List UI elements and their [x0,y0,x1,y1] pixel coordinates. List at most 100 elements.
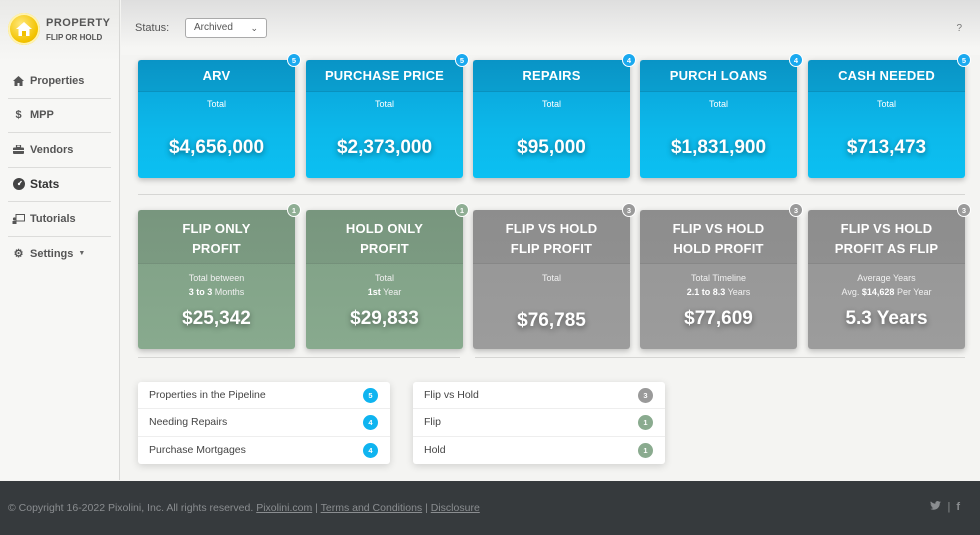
purch-loans-card[interactable]: PURCH LOANS Total $1,831,900 4 [640,53,803,178]
card-title-line2: PROFIT [192,241,241,256]
card-subtitle: Total [541,273,561,283]
house-logo-icon [8,13,40,45]
card-title: PURCHASE PRICE [306,60,463,92]
sidebar-item-label: Stats [30,177,60,192]
count-badge: 1 [638,414,653,430]
card-title-line2: HOLD PROFIT [673,241,764,256]
topbar: Status: Archived ⌄ ? [121,0,980,55]
status-label: Status: [135,22,170,34]
separator: | [425,502,428,514]
card-value: $1,831,900 [670,137,767,158]
card-value: $76,785 [517,310,586,331]
card-subtitle: Average Years [857,273,916,283]
home-icon [12,75,25,86]
card-subtitle-pre: Avg. [841,287,862,297]
card-subtitle: Total [708,99,728,109]
list-item-needing-repairs[interactable]: Needing Repairs 4 [138,409,390,437]
sidebar-item-vendors[interactable]: Vendors [8,133,111,168]
card-title-line1: FLIP VS HOLD [672,221,765,236]
card-value: $2,373,000 [336,137,433,158]
list-item-flip[interactable]: Flip 1 [413,409,665,437]
list-item-label: Hold [424,444,446,457]
brand[interactable]: PROPERTY FLIP OR HOLD [0,0,119,58]
card-value: $29,833 [350,308,419,329]
card-subtitle-rest: Per Year [894,287,932,297]
social-links: | f [930,501,960,513]
separator: | [315,502,318,514]
count-badge: 5 [957,53,971,67]
caret-down-icon: ▼ [78,250,86,258]
dashboard-gauge-icon [12,178,25,191]
list-item-flip-vs-hold[interactable]: Flip vs Hold 3 [413,382,665,410]
pixolini-link[interactable]: Pixolini.com [256,502,313,514]
chalkboard-teacher-icon [12,213,25,224]
card-value: $77,609 [684,308,753,329]
pipeline-list: Properties in the Pipeline 5 Needing Rep… [138,382,390,464]
count-badge: 4 [622,53,636,67]
card-subtitle: Total [876,99,896,109]
card-title-line2: FLIP PROFIT [510,241,593,256]
list-item-pipeline[interactable]: Properties in the Pipeline 5 [138,382,390,410]
card-subtitle: Total [206,99,226,109]
sidebar-item-label: Settings [30,247,74,260]
status-select[interactable]: Archived ⌄ [185,18,267,38]
card-subtitle: Total [374,273,394,283]
hold-only-profit-card[interactable]: HOLD ONLY PROFIT Total 1st Year $29,833 1 [306,203,469,349]
sidebar-item-stats[interactable]: Stats [8,168,111,202]
count-badge: 4 [363,442,378,458]
list-item-label: Flip [424,416,441,429]
count-badge: 1 [455,203,469,217]
card-subtitle-bold: 3 to 3 [188,287,213,297]
terms-link[interactable]: Terms and Conditions [320,502,423,514]
card-title-line1: FLIP ONLY [182,221,251,236]
card-title: REPAIRS [473,60,630,92]
list-item-purchase-mortgages[interactable]: Purchase Mortgages 4 [138,437,390,464]
purchase-price-card[interactable]: PURCHASE PRICE Total $2,373,000 5 [306,53,469,178]
sidebar-item-label: Tutorials [30,212,76,225]
count-badge: 5 [287,53,301,67]
brand-title: PROPERTY [46,16,111,29]
sidebar-item-settings[interactable]: ⚙ Settings ▼ [8,237,111,272]
card-subtitle-rest: Year [380,287,402,297]
help-button[interactable]: ? [956,23,962,34]
card-value: $95,000 [517,137,586,158]
card-subtitle-bold: 1st [367,287,381,297]
sidebar-item-mpp[interactable]: $ MPP [8,99,111,133]
card-title-line2: PROFIT [360,241,409,256]
list-item-hold[interactable]: Hold 1 [413,437,665,464]
flip-only-profit-card[interactable]: FLIP ONLY PROFIT Total between 3 to 3 Mont… [138,203,301,349]
count-badge: 5 [363,387,378,403]
chevron-down-icon: ⌄ [250,23,258,33]
brand-subtitle: FLIP OR HOLD [46,32,103,42]
card-subtitle-rest: Years [725,287,751,297]
count-badge: 4 [363,414,378,430]
card-value: 5.3 Years [845,308,928,329]
count-badge: 1 [287,203,301,217]
count-badge: 3 [622,203,636,217]
twitter-icon[interactable] [930,501,942,513]
flip-vs-hold-hold-profit-card[interactable]: FLIP VS HOLD HOLD PROFIT Total Timeline 2.… [640,203,803,349]
disclosure-link[interactable]: Disclosure [430,502,480,514]
card-title: PURCH LOANS [640,60,797,92]
flip-vs-hold-flip-profit-card[interactable]: FLIP VS HOLD FLIP PROFIT Total $76,785 3 [473,203,636,349]
sidebar-item-label: MPP [30,109,54,122]
count-badge: 4 [789,53,803,67]
repairs-card[interactable]: REPAIRS Total $95,000 4 [473,53,636,178]
card-subtitle-bold: 2.1 to 8.3 [686,287,726,297]
sidebar: PROPERTY FLIP OR HOLD Properties $ MPP V… [0,0,120,480]
sidebar-item-label: Vendors [30,143,74,156]
card-value: $4,656,000 [168,137,265,158]
list-item-label: Purchase Mortgages [149,444,246,457]
list-item-label: Properties in the Pipeline [149,389,266,402]
sidebar-item-tutorials[interactable]: Tutorials [8,202,111,237]
arv-card[interactable]: ARV Total $4,656,000 5 [138,53,301,178]
sidebar-item-properties[interactable]: Properties [8,64,111,99]
count-badge: 1 [638,442,653,458]
card-subtitle: Total Timeline [690,273,747,283]
flip-vs-hold-profit-as-flip-card[interactable]: FLIP VS HOLD PROFIT AS FLIP Average Years… [808,203,971,349]
card-value: $713,473 [846,137,927,158]
count-badge: 3 [957,203,971,217]
card-subtitle: Total between [188,273,245,283]
facebook-icon[interactable]: f [956,501,960,513]
cash-needed-card[interactable]: CASH NEEDED Total $713,473 5 [808,53,971,178]
